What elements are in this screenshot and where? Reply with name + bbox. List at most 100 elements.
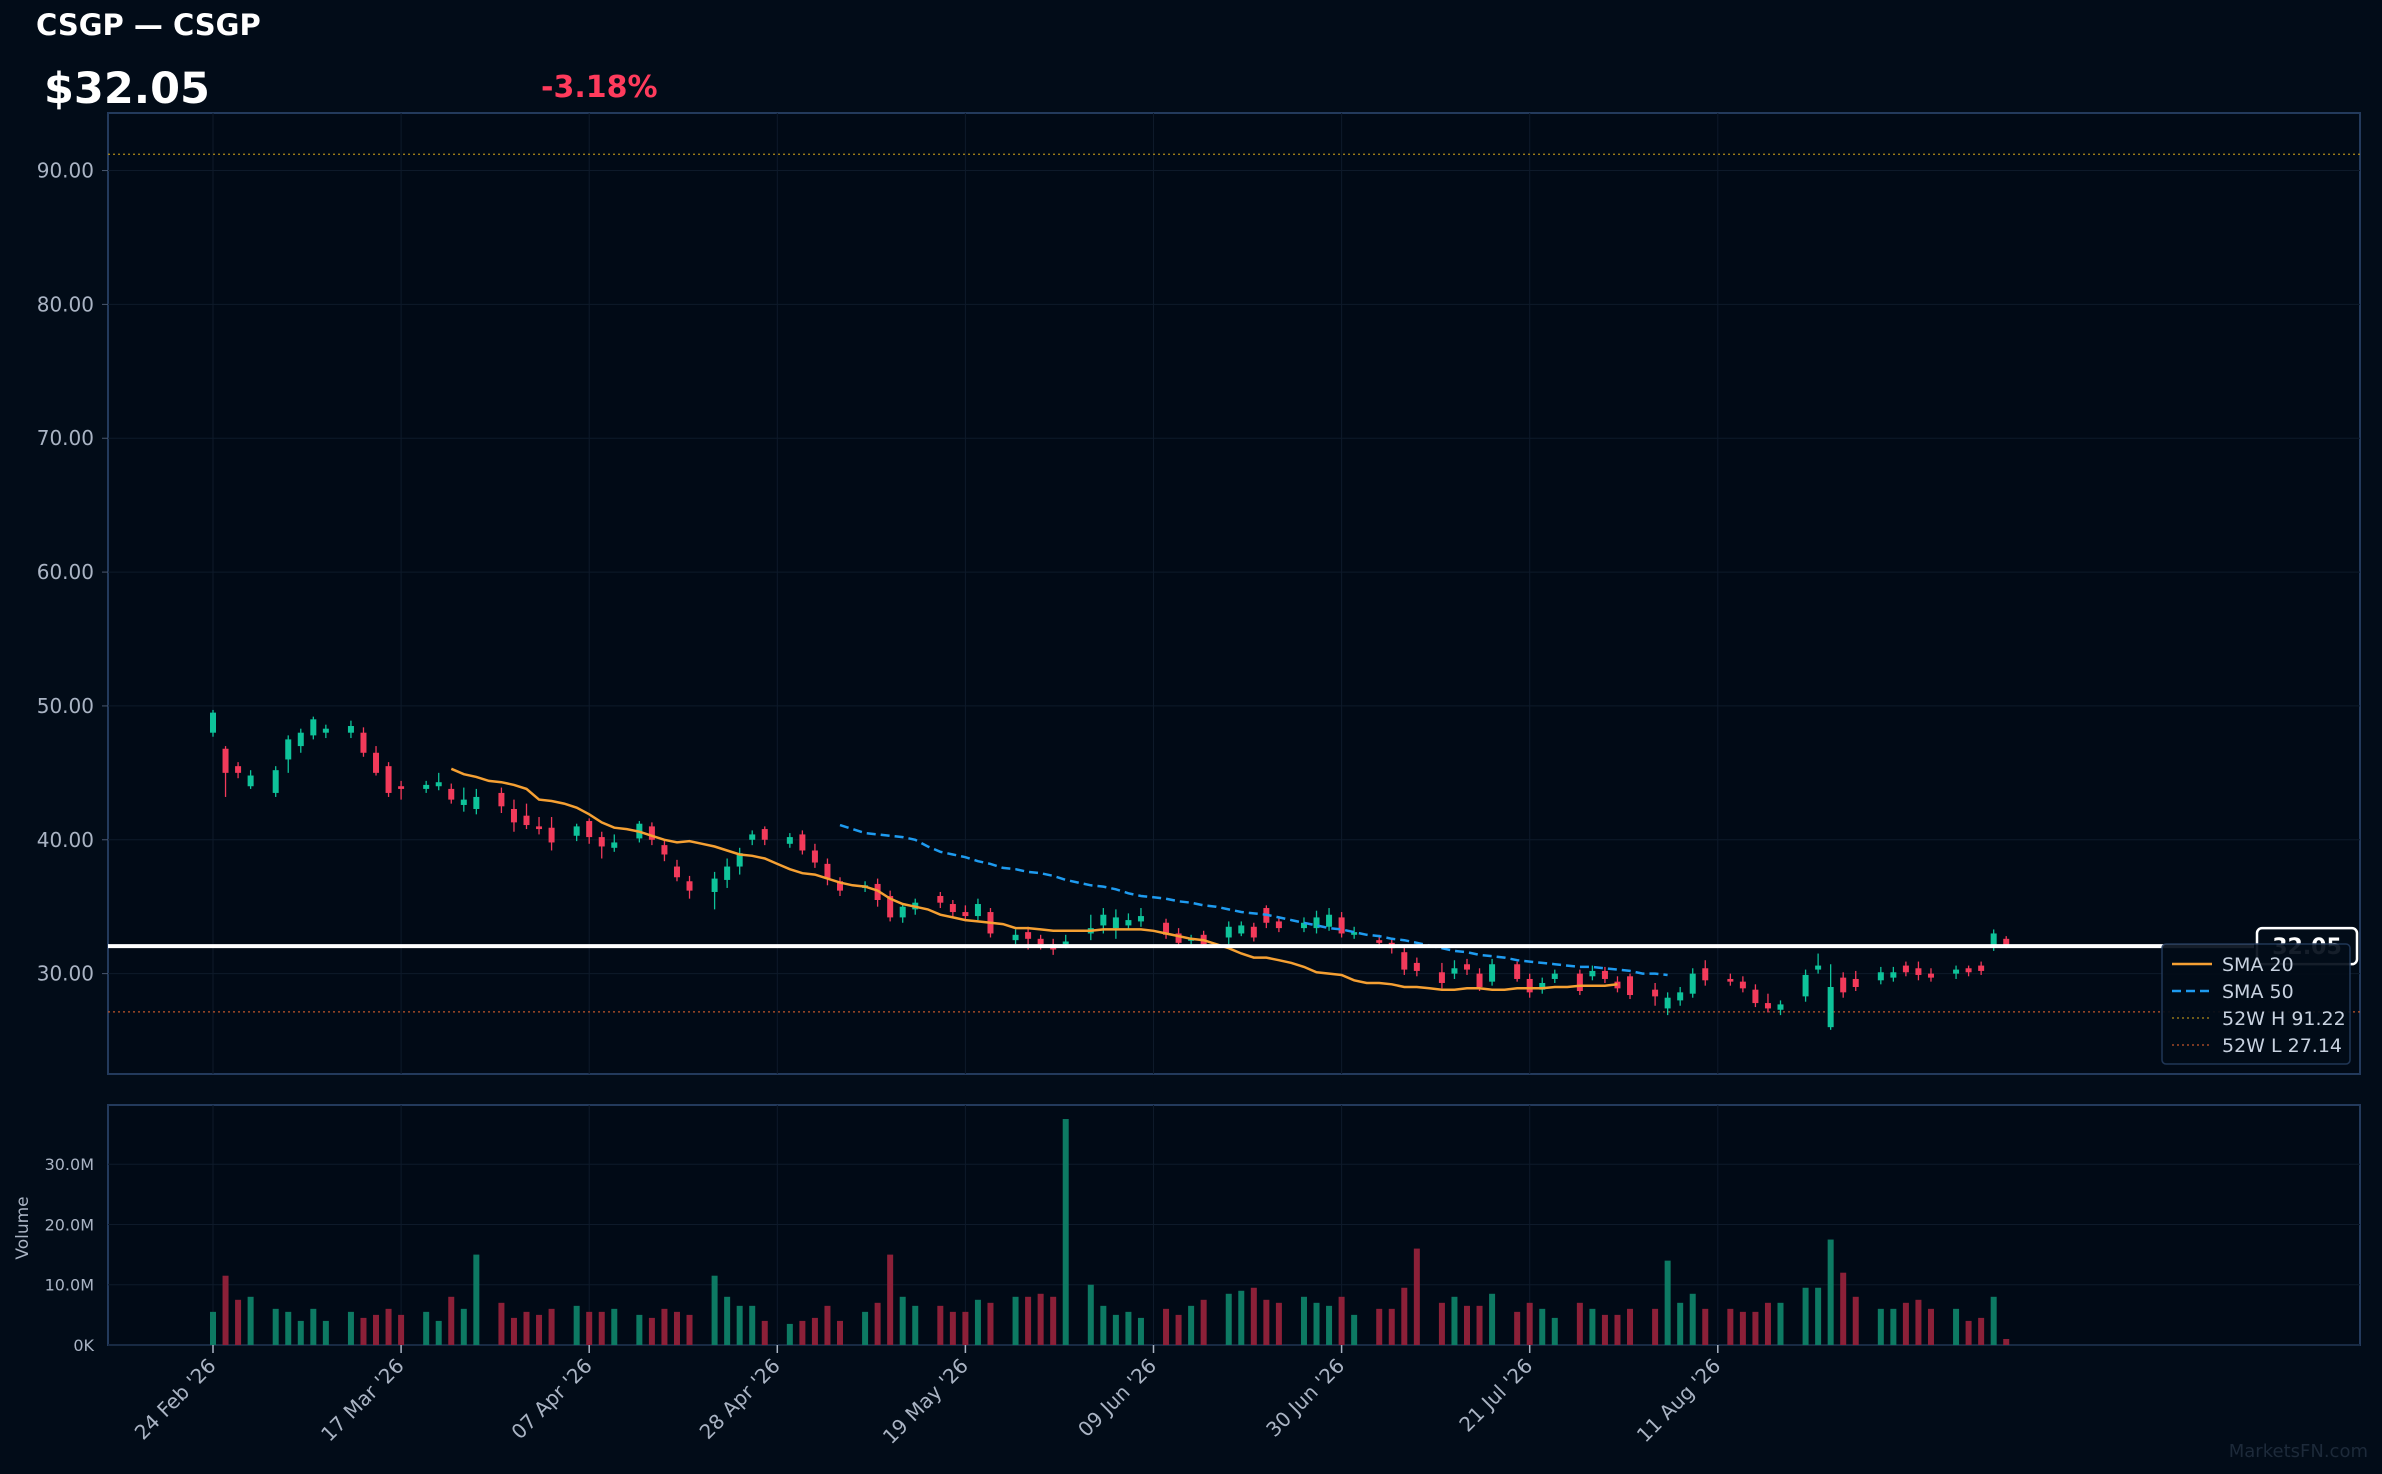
volume-bar — [1012, 1296, 1019, 1345]
volume-bar — [210, 1311, 216, 1345]
volume-bar — [1451, 1296, 1458, 1345]
volume-bar — [1890, 1308, 1897, 1345]
volume-bar — [1413, 1248, 1420, 1345]
candle-body — [247, 775, 254, 787]
candle-body — [1802, 974, 1809, 997]
candle-body — [1526, 978, 1533, 993]
legend-entry: SMA 50 — [2222, 981, 2294, 1003]
volume-bar — [1037, 1293, 1044, 1345]
chart-title: CSGP — CSGP — [36, 8, 261, 42]
candle-body — [1489, 964, 1496, 982]
candle-body — [1376, 940, 1383, 943]
volume-bar — [297, 1320, 304, 1345]
candle-body — [1752, 989, 1759, 1004]
volume-axis: Volume 0K 10.0M 20.0M 30.0M — [13, 1155, 95, 1355]
volume-bar — [1539, 1308, 1546, 1345]
candle-body — [235, 766, 242, 773]
volume-bar — [1250, 1287, 1257, 1345]
candle-body — [573, 826, 580, 836]
volume-bar — [1489, 1293, 1496, 1345]
candle-body — [1025, 932, 1032, 939]
candle-body — [510, 808, 517, 823]
candle-body — [824, 863, 831, 879]
candle-body — [1890, 972, 1897, 978]
watermark: MarketsFN.com — [2228, 1441, 2368, 1462]
candle-body — [1677, 992, 1684, 1001]
volume-bar — [247, 1296, 254, 1345]
candle-body — [1539, 982, 1546, 990]
candle-body — [1764, 1003, 1771, 1009]
volume-bar — [1815, 1287, 1822, 1345]
candle-body — [598, 837, 605, 847]
price-tick-label: 90.00 — [37, 159, 94, 183]
sma50-line — [839, 823, 1668, 977]
volume-bar — [1326, 1305, 1333, 1345]
price-tick-label: 70.00 — [37, 426, 94, 450]
volume-bar — [1702, 1308, 1709, 1345]
volume-bar — [974, 1299, 981, 1345]
volume-bar — [862, 1311, 869, 1345]
volume-bar — [398, 1314, 405, 1345]
volume-bar — [573, 1305, 580, 1345]
candle-body — [536, 826, 543, 830]
candle-body — [1601, 970, 1608, 979]
volume-bar — [385, 1308, 392, 1345]
candle-body — [1652, 989, 1659, 997]
date-tick-label: 11 Aug '26 — [1632, 1354, 1725, 1447]
volume-bar — [636, 1314, 643, 1345]
volume-bar — [448, 1296, 455, 1345]
volume-bar — [1188, 1305, 1195, 1345]
candle-body — [1351, 932, 1358, 935]
candle-body — [1702, 968, 1709, 981]
volume-bar — [1764, 1302, 1771, 1345]
volume-bar — [235, 1299, 242, 1345]
candle-body — [347, 726, 354, 733]
volume-bar — [673, 1311, 680, 1345]
volume-bar — [661, 1308, 668, 1345]
candle-body — [1338, 917, 1345, 934]
candle-body — [1815, 965, 1822, 970]
volume-bar — [1752, 1311, 1759, 1345]
volume-bar — [711, 1275, 718, 1345]
candle-body — [1840, 977, 1847, 993]
price-tick-label: 80.00 — [37, 292, 94, 316]
candle-body — [1413, 962, 1420, 971]
volume-bar — [1902, 1302, 1909, 1345]
candle-body — [1012, 934, 1019, 941]
volume-bar — [1050, 1296, 1057, 1345]
volume-bar — [1526, 1302, 1533, 1345]
candle-body — [1852, 978, 1859, 988]
candle-body — [2003, 938, 2010, 947]
date-tick-label: 09 Jun '26 — [1073, 1354, 1161, 1442]
date-tick-label: 17 Mar '26 — [316, 1354, 409, 1447]
candle-body — [899, 906, 906, 918]
candle-body — [423, 784, 430, 789]
volume-bar — [1739, 1311, 1746, 1345]
date-tick-label: 28 Apr '26 — [695, 1354, 785, 1444]
volume-bar — [222, 1275, 229, 1345]
volume-bar — [1777, 1302, 1784, 1345]
volume-bar — [1313, 1302, 1320, 1345]
volume-bar — [786, 1323, 793, 1345]
volume-bar — [435, 1320, 442, 1345]
candle-body — [661, 845, 668, 855]
candle-body — [1476, 973, 1483, 988]
date-tick-label: 07 Apr '26 — [506, 1354, 596, 1444]
candle-body — [1250, 926, 1257, 938]
candle-body — [222, 748, 229, 773]
volume-bar — [1627, 1308, 1634, 1345]
volume-bar — [1802, 1287, 1809, 1345]
candle-body — [1978, 965, 1985, 971]
volume-bar — [1852, 1296, 1859, 1345]
candle-body — [1326, 914, 1333, 927]
candle-body — [523, 815, 530, 826]
date-tick-label: 30 Jun '26 — [1261, 1354, 1349, 1442]
price-tick-label: 30.00 — [37, 962, 94, 986]
candle-body — [1225, 926, 1232, 938]
candle-body — [962, 912, 969, 917]
candle-body — [1689, 973, 1696, 994]
volume-bar — [1514, 1311, 1521, 1345]
volume-bar — [949, 1311, 956, 1345]
volume-tick-label: 20.0M — [45, 1215, 94, 1234]
candle-body — [1163, 922, 1170, 935]
